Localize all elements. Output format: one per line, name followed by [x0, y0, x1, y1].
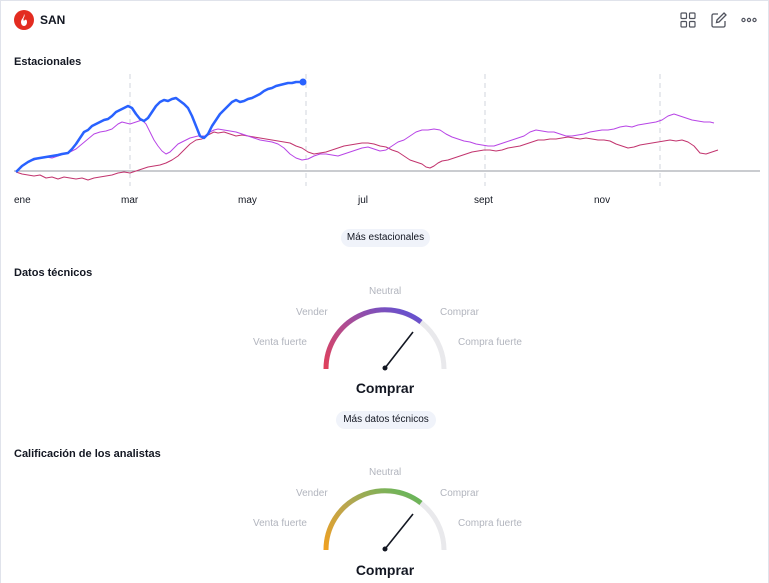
gauge-needle: [384, 331, 414, 369]
technicals-gauge: Neutral Vender Comprar Venta fuerte Comp…: [230, 282, 540, 402]
series-blue-endpoint: [299, 78, 307, 86]
grid-icon[interactable]: [678, 10, 698, 30]
santander-logo-icon: [14, 10, 34, 30]
month-label-mar: mar: [121, 195, 139, 206]
gauge-pivot: [382, 546, 388, 552]
series-line-purple: [15, 113, 715, 172]
label-neutral: Neutral: [369, 467, 402, 478]
label-buy: Comprar: [440, 488, 479, 499]
widget-header: SAN: [0, 0, 769, 42]
month-label-nov: nov: [594, 195, 610, 206]
analysts-rating: Comprar: [355, 562, 415, 578]
label-neutral: Neutral: [369, 286, 402, 297]
series-line-blue: [15, 80, 303, 173]
label-strong-sell: Venta fuerte: [253, 518, 307, 529]
label-buy: Comprar: [440, 307, 479, 318]
ticker-symbol[interactable]: SAN: [40, 13, 66, 27]
gauge-track: [323, 488, 447, 551]
technicals-title: Datos técnicos: [14, 267, 93, 279]
chart-gridlines: [129, 74, 661, 186]
analysts-gauge: Neutral Vender Comprar Venta fuerte Comp…: [230, 463, 540, 583]
month-label-ene: ene: [14, 195, 31, 206]
series-line-magenta: [15, 131, 719, 181]
month-label-sept: sept: [474, 195, 493, 206]
more-icon[interactable]: [739, 10, 759, 30]
edit-icon[interactable]: [709, 10, 729, 30]
gauge-fill: [323, 488, 423, 551]
more-technicals-button[interactable]: Más datos técnicos: [336, 411, 436, 429]
seasonals-chart[interactable]: ene mar may jul sept nov: [0, 74, 769, 214]
seasonals-title: Estacionales: [14, 56, 82, 68]
more-seasonals-button[interactable]: Más estacionales: [341, 229, 430, 247]
technicals-rating: Comprar: [355, 380, 415, 396]
analysts-title: Calificación de los analistas: [14, 448, 161, 460]
gauge-track: [323, 307, 447, 370]
gauge-fill: [323, 307, 423, 370]
label-sell: Vender: [296, 488, 328, 499]
month-label-may: may: [238, 195, 257, 206]
label-sell: Vender: [296, 307, 328, 318]
gauge-needle: [384, 513, 414, 550]
month-label-jul: jul: [357, 195, 368, 206]
label-strong-buy: Compra fuerte: [458, 518, 522, 529]
label-strong-sell: Venta fuerte: [253, 337, 307, 348]
label-strong-buy: Compra fuerte: [458, 337, 522, 348]
gauge-pivot: [382, 365, 388, 371]
